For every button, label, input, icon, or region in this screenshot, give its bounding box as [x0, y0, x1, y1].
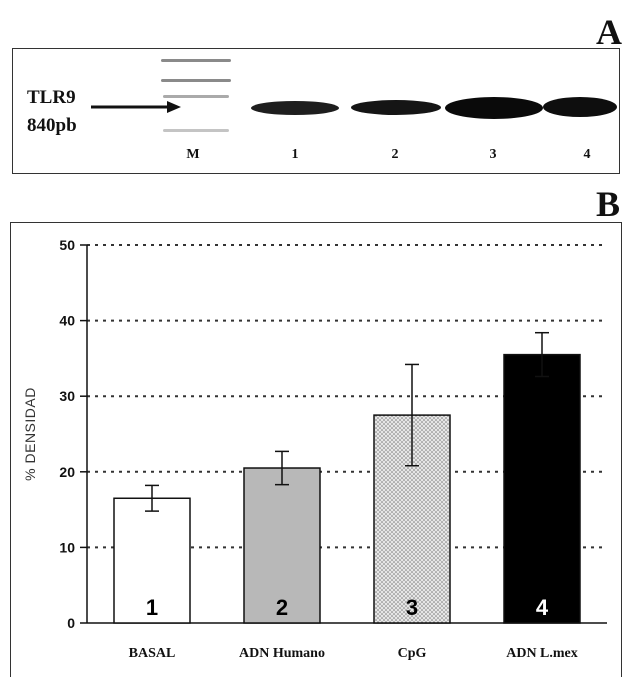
ladder-band [161, 59, 231, 62]
bar-number-label: 4 [536, 595, 549, 620]
panel-a-letter: A [596, 12, 622, 52]
gel-band-lane-4 [543, 97, 617, 117]
y-tick-label: 50 [59, 237, 75, 253]
panel-b-letter: B [596, 184, 621, 224]
y-tick-label: 20 [59, 464, 75, 480]
x-category-label: CpG [398, 646, 427, 661]
x-category-label: BASAL [129, 646, 176, 661]
ladder-band [161, 79, 231, 82]
gel-band-lane-3 [445, 97, 543, 119]
lane-label-2: 2 [391, 147, 399, 162]
gel-band-lane-2 [351, 100, 441, 115]
ladder-band [163, 95, 229, 98]
bar-4 [503, 353, 581, 624]
y-axis-label: % DENSIDAD [22, 387, 38, 481]
gel-panel: TLR9 840pb M 1 2 3 4 [12, 48, 620, 174]
y-tick-label: 0 [67, 615, 75, 631]
y-tick-label: 30 [59, 388, 75, 404]
gel-gene-label: TLR9 [27, 87, 76, 108]
y-tick-label: 10 [59, 539, 75, 555]
lane-label-1: 1 [291, 147, 299, 162]
gel-band-lane-1 [251, 101, 339, 115]
bar-number-label: 2 [276, 595, 288, 620]
bar-number-label: 1 [146, 595, 158, 620]
lane-label-4: 4 [583, 147, 591, 162]
ladder-band [163, 129, 229, 132]
lane-label-3: 3 [489, 147, 497, 162]
y-tick-label: 40 [59, 313, 75, 329]
lane-label-m: M [186, 147, 200, 162]
bar-chart: 0 10 20 30 40 50 % DENSIDAD 1 BASAL 2 ADN Humano 3 C… [22, 237, 607, 661]
x-category-label: ADN L.mex [506, 646, 578, 661]
band-arrow-icon [91, 101, 181, 113]
chart-panel: 0 10 20 30 40 50 % DENSIDAD 1 BASAL 2 ADN Humano 3 C… [10, 222, 622, 677]
bar-1 [113, 497, 191, 624]
bar-number-label: 3 [406, 595, 418, 620]
gel-size-label: 840pb [27, 115, 77, 136]
x-category-label: ADN Humano [239, 646, 325, 661]
